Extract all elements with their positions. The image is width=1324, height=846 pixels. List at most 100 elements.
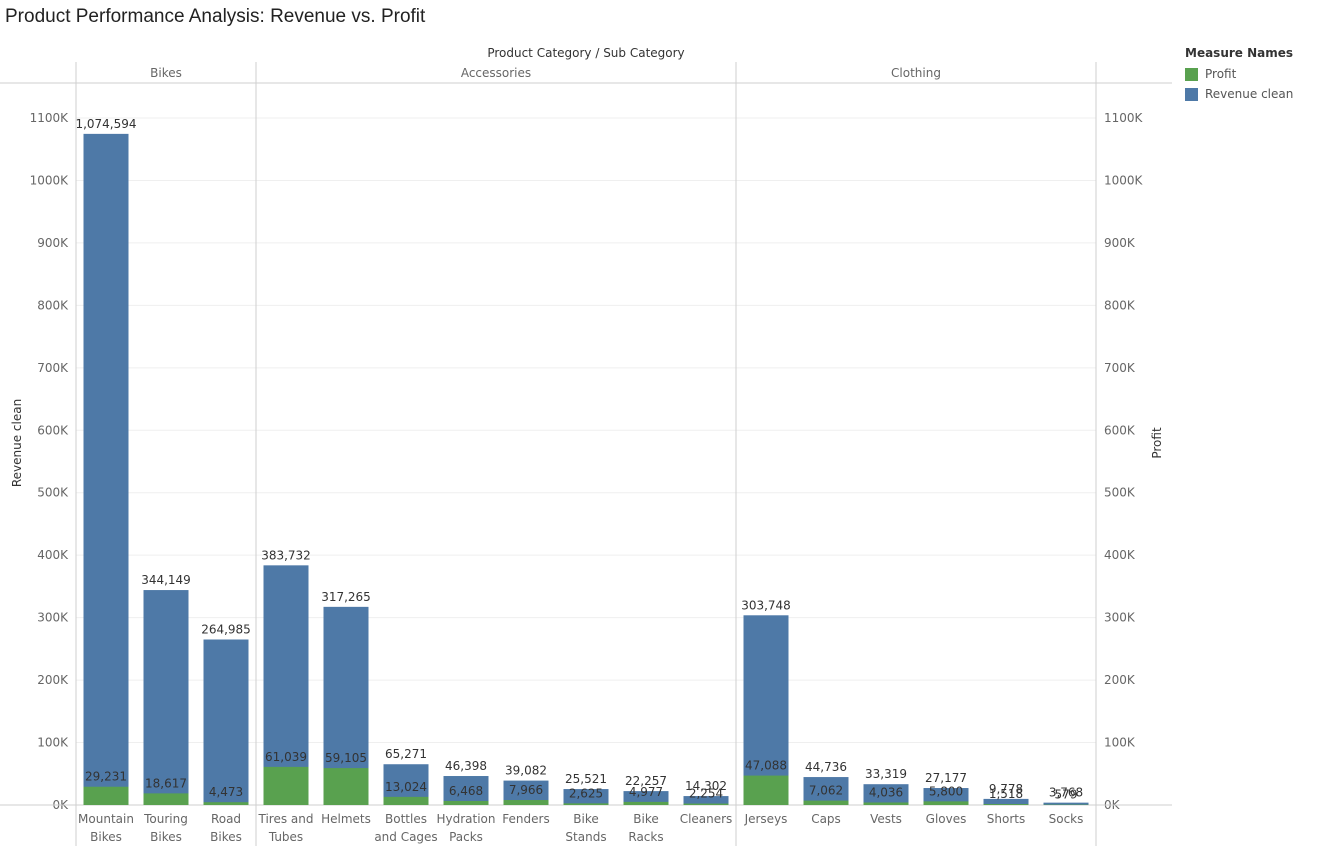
data-label-profit: 4,036 (869, 785, 903, 799)
x-tick-label: Stands (565, 830, 606, 844)
bar-profit[interactable] (683, 803, 729, 805)
bar-profit[interactable] (863, 802, 909, 805)
data-label-revenue: 383,732 (261, 548, 311, 562)
legend-label-revenue: Revenue clean (1205, 87, 1294, 101)
y-tick-label-right: 700K (1104, 361, 1136, 375)
category-header-bikes: Bikes (150, 66, 182, 80)
legend: Measure Names Profit Revenue clean (1185, 46, 1293, 104)
data-label-revenue: 22,257 (625, 774, 667, 788)
bar-profit[interactable] (623, 801, 669, 805)
bar-revenue[interactable] (923, 788, 969, 805)
y-tick-label-right: 100K (1104, 736, 1136, 750)
x-tick-label: Touring (143, 812, 188, 826)
legend-title: Measure Names (1185, 46, 1294, 60)
y-tick-label-left: 100K (37, 736, 69, 750)
data-label-profit: 61,039 (265, 750, 307, 764)
legend-item-revenue[interactable]: Revenue clean (1185, 84, 1293, 104)
bar-revenue[interactable] (263, 565, 309, 805)
legend-swatch-profit (1185, 67, 1198, 81)
legend-label-profit: Profit (1205, 67, 1237, 81)
y-tick-label-right: 900K (1104, 236, 1136, 250)
data-label-revenue: 317,265 (321, 590, 371, 604)
bar-profit[interactable] (323, 768, 369, 805)
x-tick-label: Fenders (502, 812, 549, 826)
y-tick-label-right: 500K (1104, 486, 1136, 500)
data-label-revenue: 65,271 (385, 747, 427, 761)
y-tick-label-left: 700K (37, 361, 69, 375)
bar-revenue[interactable] (803, 777, 849, 805)
y-tick-label-right: 400K (1104, 548, 1136, 562)
x-tick-label: Packs (449, 830, 483, 844)
data-label-revenue: 46,398 (445, 759, 487, 773)
data-label-profit: 579 (1055, 788, 1078, 802)
data-label-profit: 4,473 (209, 785, 243, 799)
bar-profit[interactable] (143, 793, 189, 805)
header-title: Product Category / Sub Category (487, 46, 684, 60)
y-tick-label-left: 600K (37, 423, 69, 437)
bar-revenue[interactable] (83, 133, 129, 806)
y-tick-label-right: 200K (1104, 673, 1136, 687)
x-tick-label: Bike (573, 812, 598, 826)
data-label-revenue: 27,177 (925, 771, 967, 785)
x-tick-label: Bike (633, 812, 658, 826)
y-tick-label-left: 200K (37, 673, 69, 687)
data-label-revenue: 3,768 (1049, 786, 1083, 800)
x-tick-label: Gloves (926, 812, 967, 826)
x-tick-label: Cleaners (680, 812, 733, 826)
data-label-revenue: 264,985 (201, 623, 251, 637)
bar-profit[interactable] (503, 800, 549, 805)
x-tick-label: Hydration (436, 812, 495, 826)
bar-profit[interactable] (923, 801, 969, 805)
data-label-profit: 4,977 (629, 785, 663, 799)
x-tick-label: and Cages (374, 830, 437, 844)
bar-revenue[interactable] (863, 784, 909, 805)
bar-revenue[interactable] (623, 791, 669, 805)
bar-revenue[interactable] (683, 796, 729, 805)
y-tick-label-left: 1100K (30, 111, 70, 125)
y-tick-label-left: 300K (37, 611, 69, 625)
bar-profit[interactable] (563, 803, 609, 805)
bar-revenue[interactable] (743, 615, 789, 805)
x-tick-label: Tubes (268, 830, 303, 844)
data-label-profit: 47,088 (745, 759, 787, 773)
data-label-revenue: 25,521 (565, 772, 607, 786)
bar-profit[interactable] (383, 796, 429, 805)
bar-profit[interactable] (83, 786, 129, 805)
data-label-profit: 18,617 (145, 776, 187, 790)
bar-revenue[interactable] (983, 798, 1029, 805)
x-tick-label: Mountain (78, 812, 134, 826)
data-label-profit: 1,518 (989, 787, 1023, 801)
y-tick-label-right: 800K (1104, 298, 1136, 312)
bar-profit[interactable] (743, 775, 789, 805)
bar-profit[interactable] (443, 800, 489, 805)
bar-profit[interactable] (263, 766, 309, 805)
y-tick-label-left: 400K (37, 548, 69, 562)
data-label-profit: 59,105 (325, 751, 367, 765)
legend-swatch-revenue (1185, 87, 1198, 101)
bar-revenue[interactable] (443, 776, 489, 805)
bar-revenue[interactable] (203, 639, 249, 805)
data-label-revenue: 303,748 (741, 598, 791, 612)
x-tick-label: Jerseys (744, 812, 788, 826)
bar-profit[interactable] (803, 800, 849, 805)
y-tick-label-right: 1000K (1104, 173, 1144, 187)
x-tick-label: Bikes (210, 830, 242, 844)
legend-item-profit[interactable]: Profit (1185, 64, 1293, 84)
x-tick-label: Caps (811, 812, 841, 826)
x-tick-label: Helmets (321, 812, 371, 826)
x-tick-label: Road (211, 812, 241, 826)
data-label-revenue: 14,302 (685, 779, 727, 793)
category-header-clothing: Clothing (891, 66, 941, 80)
x-tick-label: Vests (870, 812, 902, 826)
data-label-profit: 2,625 (569, 786, 603, 800)
bar-profit[interactable] (983, 804, 1029, 805)
y-tick-label-right: 1100K (1104, 111, 1144, 125)
bar-revenue[interactable] (1043, 802, 1089, 805)
category-header-accessories: Accessories (461, 66, 531, 80)
bar-profit[interactable] (203, 802, 249, 805)
bar-revenue[interactable] (143, 590, 189, 805)
bar-revenue[interactable] (563, 789, 609, 805)
x-tick-label: Tires and (258, 812, 314, 826)
x-tick-label: Socks (1049, 812, 1084, 826)
